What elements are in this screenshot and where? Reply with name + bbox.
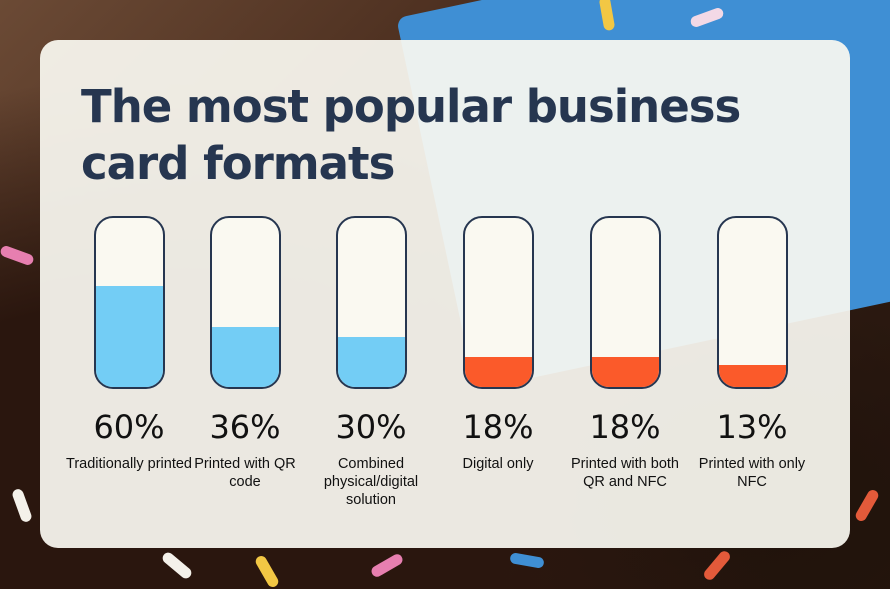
value-label: 60%: [93, 408, 165, 446]
chart-column: 36% Printed with QR code: [180, 216, 310, 491]
category-label: Combined physical/digital solution: [323, 456, 419, 508]
category-label: Printed with both QR and NFC: [570, 456, 679, 490]
sprinkle: [509, 552, 545, 569]
sprinkle: [11, 487, 33, 524]
sprinkle: [701, 548, 733, 583]
chart-column: 60% Traditionally printed: [64, 216, 194, 473]
chart-title: The most popular business card formats: [81, 80, 741, 190]
bar-fill: [718, 365, 786, 387]
chart-column: 30% Combined physical/digital solution: [306, 216, 436, 509]
bar-tube: [589, 216, 661, 389]
value-label: 36%: [209, 408, 281, 446]
value-label: 13%: [716, 408, 788, 446]
category-label: Digital only: [462, 456, 534, 472]
sprinkle: [160, 550, 194, 581]
bar-fill: [337, 336, 405, 387]
bar-tube: [716, 216, 788, 389]
chart-column: 18% Printed with both QR and NFC: [560, 216, 690, 491]
value-label: 30%: [335, 408, 407, 446]
bar-tube: [335, 216, 407, 389]
bar-fill: [591, 356, 659, 387]
sprinkle: [853, 488, 881, 523]
bar-tube: [93, 216, 165, 389]
value-label: 18%: [462, 408, 534, 446]
value-label: 18%: [589, 408, 661, 446]
bar-tube: [209, 216, 281, 389]
bar-fill: [95, 286, 163, 387]
sprinkle: [369, 552, 405, 579]
bar-fill: [464, 356, 532, 387]
sprinkle: [253, 554, 281, 589]
chart-column: 18% Digital only: [433, 216, 563, 473]
sprinkle: [0, 244, 35, 267]
bar-fill: [211, 326, 279, 387]
category-label: Printed with QR code: [194, 456, 296, 490]
chart-panel: [40, 40, 850, 548]
bar-tube: [462, 216, 534, 389]
chart-column: 13% Printed with only NFC: [687, 216, 817, 491]
category-label: Traditionally printed: [66, 456, 192, 472]
category-label: Printed with only NFC: [698, 456, 806, 490]
